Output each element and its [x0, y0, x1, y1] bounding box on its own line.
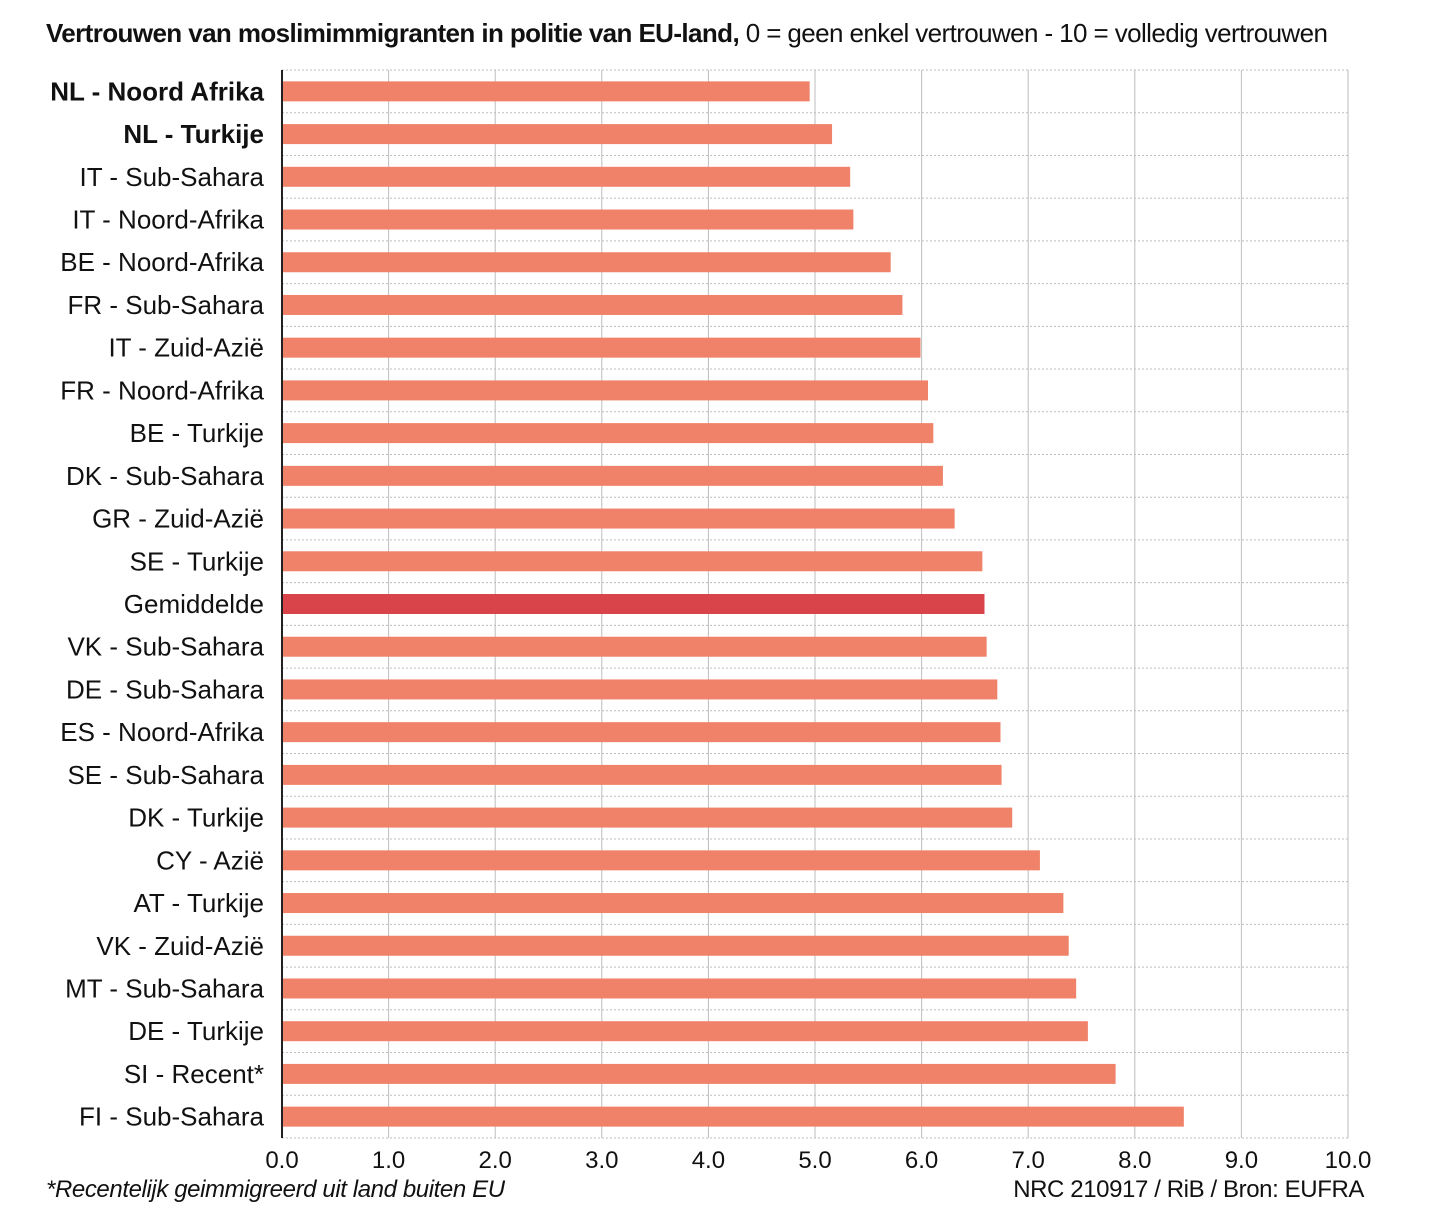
x-tick-label: 4.0	[692, 1147, 725, 1174]
category-label: CY - Azië	[156, 845, 264, 875]
x-tick-label: 5.0	[798, 1147, 831, 1174]
category-label: VK - Sub-Sahara	[67, 632, 264, 662]
x-tick-label: 10.0	[1325, 1147, 1372, 1174]
bar	[282, 508, 955, 529]
category-label: VK - Zuid-Azië	[96, 931, 264, 961]
bar	[282, 380, 928, 401]
bar	[282, 81, 810, 102]
category-label: FI - Sub-Sahara	[79, 1102, 265, 1132]
category-label: Gemiddelde	[124, 589, 264, 619]
category-label: DK - Turkije	[128, 803, 264, 833]
category-label: MT - Sub-Sahara	[65, 973, 264, 1003]
source-credit: NRC 210917 / RiB / Bron: EUFRA	[1013, 1176, 1364, 1203]
category-label: BE - Turkije	[130, 418, 264, 448]
category-label: DE - Turkije	[128, 1016, 264, 1046]
x-tick-label: 9.0	[1225, 1147, 1258, 1174]
category-label: IT - Sub-Sahara	[79, 162, 264, 192]
bar	[282, 209, 854, 230]
category-label: GR - Zuid-Azië	[92, 504, 264, 534]
category-label: IT - Noord-Afrika	[72, 205, 264, 235]
bar	[282, 1063, 1116, 1084]
bar	[282, 423, 934, 444]
bar	[282, 935, 1069, 956]
bar	[282, 124, 833, 145]
bar	[282, 893, 1064, 914]
x-tick-label: 3.0	[585, 1147, 618, 1174]
bar	[282, 551, 983, 572]
category-label: FR - Noord-Afrika	[60, 375, 264, 405]
chart-title-bold: Vertrouwen van moslimimmigranten in poli…	[46, 18, 740, 48]
x-tick-label: 1.0	[372, 1147, 405, 1174]
bar	[282, 337, 921, 358]
category-label: SI - Recent*	[124, 1059, 264, 1089]
bar	[282, 978, 1077, 999]
bar	[282, 1106, 1184, 1127]
bar	[282, 294, 903, 315]
bar	[282, 807, 1013, 828]
x-tick-label: 8.0	[1118, 1147, 1151, 1174]
tick-label-layer: 0.0 1.0 2.0 3.0 4.0 5.0 6.0 7.0 8.0 9.0 10.0	[265, 1147, 1371, 1174]
category-label: DE - Sub-Sahara	[66, 674, 265, 704]
category-label: NL - Noord Afrika	[50, 76, 264, 106]
grid-layer	[282, 69, 1349, 1139]
category-label: BE - Noord-Afrika	[60, 247, 264, 277]
category-label: FR - Sub-Sahara	[67, 290, 264, 320]
x-tick-label: 0.0	[265, 1147, 298, 1174]
category-label: SE - Turkije	[130, 546, 264, 576]
category-label: IT - Zuid-Azië	[108, 333, 264, 363]
bar	[282, 722, 1001, 743]
category-label: ES - Noord-Afrika	[60, 717, 264, 747]
x-tick-label: 6.0	[905, 1147, 938, 1174]
bar	[282, 679, 998, 700]
category-label: NL - Turkije	[123, 119, 264, 149]
bar	[282, 636, 987, 657]
bar	[282, 166, 851, 187]
bar	[282, 465, 943, 486]
category-label-layer: NL - Noord Afrika NL - Turkije IT - Sub-Sa…	[50, 76, 264, 1131]
x-tick-label: 7.0	[1012, 1147, 1045, 1174]
bar	[282, 764, 1002, 785]
x-tick-label: 2.0	[479, 1147, 512, 1174]
bar	[282, 594, 985, 614]
category-label: AT - Turkije	[133, 888, 264, 918]
bar	[282, 850, 1040, 871]
category-label: DK - Sub-Sahara	[66, 461, 265, 491]
category-label: SE - Sub-Sahara	[67, 760, 264, 790]
bar	[282, 252, 891, 273]
chart-title: Vertrouwen van moslimimmigranten in poli…	[46, 18, 1328, 49]
footnote: *Recentelijk geimmigreerd uit land buite…	[46, 1176, 505, 1203]
bar-layer	[282, 81, 1184, 1127]
bar	[282, 1021, 1088, 1042]
chart-title-rest: 0 = geen enkel vertrouwen - 10 = volledi…	[739, 18, 1328, 48]
